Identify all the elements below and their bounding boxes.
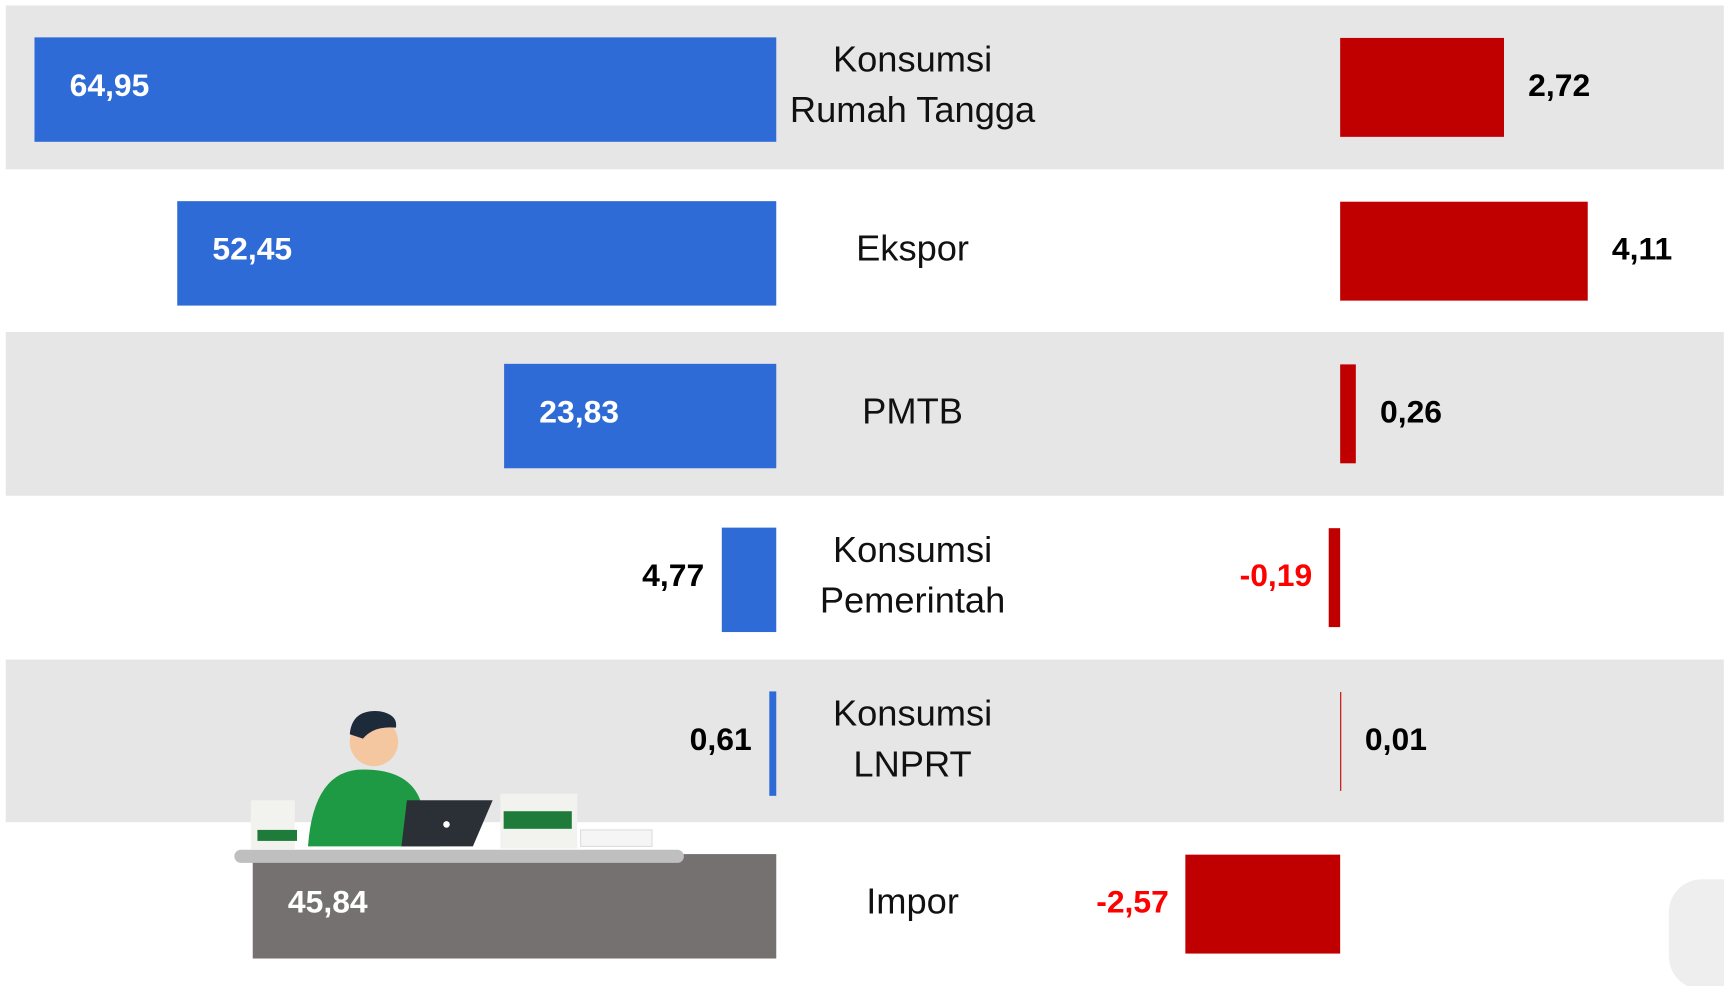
share-bar [769,691,776,795]
category-label: Pemerintah [820,580,1005,621]
value-label: 0,01 [1365,721,1427,757]
value-label: 52,45 [212,231,292,267]
category-label: Konsumsi [833,693,992,734]
category-label: Impor [866,881,959,922]
category-label: LNPRT [853,743,971,784]
value-label: 4,77 [642,557,704,593]
value-label: 0,61 [690,721,752,757]
value-label: 0,26 [1380,393,1442,429]
category-label: Ekspor [856,228,969,269]
value-label: 23,83 [539,393,619,429]
chart: Konsumsi Rumah Tangga 64,95 2,72 Ekspor 52,45… [0,0,1724,986]
value-label: -0,19 [1240,557,1313,593]
row-band [6,660,1724,823]
share-bar [722,528,776,632]
growth-bar [1340,692,1341,791]
growth-bar [1340,364,1356,463]
value-label: 2,72 [1528,67,1590,103]
value-label: 45,84 [288,884,368,920]
value-label: -2,57 [1096,884,1169,920]
corner-shape [1669,879,1724,986]
growth-bar [1329,528,1340,627]
growth-bar [1185,855,1340,954]
category-label: Konsumsi [833,529,992,570]
growth-bar [1340,38,1504,137]
category-label: PMTB [862,390,963,431]
growth-bar [1340,202,1588,301]
value-label: 4,11 [1612,231,1672,267]
category-label: Konsumsi [833,39,992,80]
category-label: Rumah Tangga [790,89,1036,130]
value-label: 64,95 [70,67,150,103]
